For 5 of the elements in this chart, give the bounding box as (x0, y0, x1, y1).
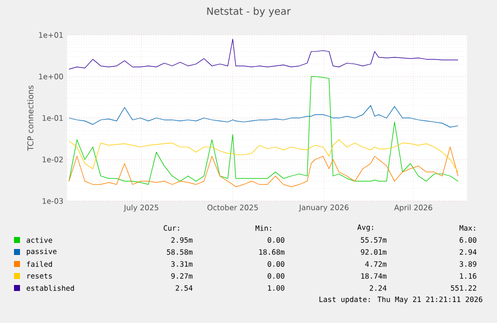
line-series (68, 139, 458, 172)
y-axis-title: TCP connections (27, 86, 34, 151)
chart-title: Netstat - by year (207, 7, 291, 17)
line-series (68, 105, 458, 128)
line-series (68, 146, 458, 188)
